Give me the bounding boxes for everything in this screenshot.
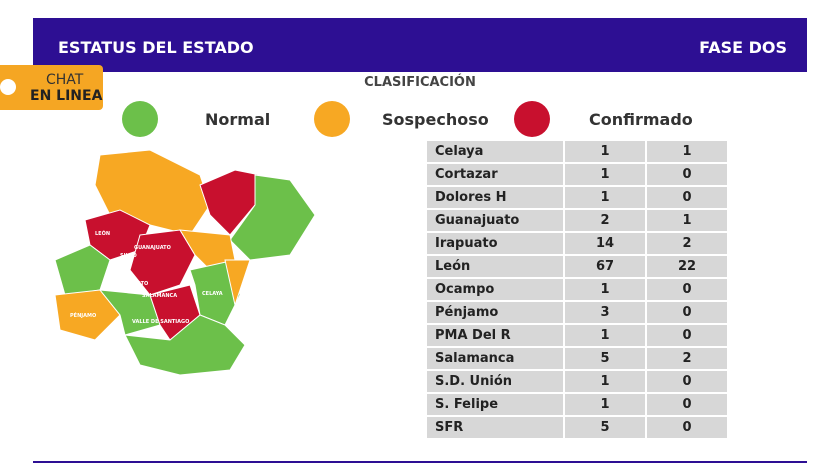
table-row: Irapuato 14 2 — [425, 232, 729, 256]
map-label: SALAMANCA — [142, 293, 177, 299]
footer-line — [33, 461, 807, 463]
map-region — [229, 174, 316, 261]
chat-label: EN LINEA — [30, 88, 103, 104]
table-row: Ocampo 1 0 — [425, 278, 729, 302]
legend-title: CLASIFICACIÓN — [364, 75, 476, 90]
municipality: PMA Del R — [425, 324, 565, 348]
table-row: SFR 5 0 — [425, 416, 729, 440]
map-label: PÉNJAMO — [70, 311, 96, 319]
municipality: León — [425, 255, 565, 279]
cases-table: Celaya 1 1 Cortazar 1 0 Dolores H 1 0 Guanajuato 2… — [425, 141, 729, 440]
table-row: Pénjamo 3 0 — [425, 301, 729, 325]
map-region — [124, 314, 246, 376]
municipality: Dolores H — [425, 186, 565, 210]
map-label: VALLE DE SANTIAGO — [132, 319, 189, 325]
header: ESTATUS DEL ESTADO FASE DOS — [33, 18, 807, 72]
case-count: 0 — [645, 278, 729, 302]
case-count: 1 — [563, 370, 647, 394]
case-count: 1 — [645, 209, 729, 233]
header-title: ESTATUS DEL ESTADO — [58, 38, 254, 57]
case-count: 2 — [563, 209, 647, 233]
chat-label: CHAT — [46, 72, 84, 88]
case-count: 0 — [645, 301, 729, 325]
case-count: 3 — [563, 301, 647, 325]
municipality: Cortazar — [425, 163, 565, 187]
table-row: Celaya 1 1 — [425, 141, 729, 164]
map-label: IRAPUATO — [120, 281, 148, 287]
municipality: S.D. Unión — [425, 370, 565, 394]
case-count: 0 — [645, 393, 729, 417]
case-count: 1 — [563, 141, 647, 164]
map-label: SILAO — [120, 253, 137, 259]
legend-label: Sospechoso — [382, 110, 489, 129]
case-count: 14 — [563, 232, 647, 256]
case-count: 1 — [563, 186, 647, 210]
map-label: GUANAJUATO — [134, 245, 171, 251]
legend-swatch — [514, 101, 550, 137]
legend-label: Confirmado — [589, 110, 693, 129]
chat-button[interactable]: CHAT EN LINEA — [0, 65, 103, 110]
table-row: S. Felipe 1 0 — [425, 393, 729, 417]
map-label: LEÓN — [95, 230, 110, 237]
case-count: 1 — [563, 163, 647, 187]
header-phase: FASE DOS — [699, 38, 787, 57]
legend-swatch — [314, 101, 350, 137]
case-count: 0 — [645, 324, 729, 348]
municipality: SFR — [425, 416, 565, 440]
map: LEÓN SILAO GUANAJUATO IRAPUATO SALAMANCA… — [54, 149, 316, 376]
municipality: Pénjamo — [425, 301, 565, 325]
case-count: 0 — [645, 416, 729, 440]
legend-label: Normal — [205, 110, 271, 129]
case-count: 0 — [645, 370, 729, 394]
municipality: S. Felipe — [425, 393, 565, 417]
case-count: 22 — [645, 255, 729, 279]
table-row: Salamanca 5 2 — [425, 347, 729, 371]
map-region — [54, 289, 121, 341]
case-count: 2 — [645, 347, 729, 371]
table-row: León 67 22 — [425, 255, 729, 279]
case-count: 1 — [563, 278, 647, 302]
case-count: 1 — [563, 324, 647, 348]
case-count: 5 — [563, 347, 647, 371]
map-region — [98, 289, 161, 336]
table-row: S.D. Unión 1 0 — [425, 370, 729, 394]
map-label: CELAYA — [202, 291, 223, 297]
case-count: 1 — [645, 141, 729, 164]
case-count: 0 — [645, 163, 729, 187]
municipality: Guanajuato — [425, 209, 565, 233]
chat-icon — [0, 79, 16, 95]
table-row: Guanajuato 2 1 — [425, 209, 729, 233]
table-row: Cortazar 1 0 — [425, 163, 729, 187]
map-region — [224, 259, 251, 307]
municipality: Irapuato — [425, 232, 565, 256]
municipality: Celaya — [425, 141, 565, 164]
map-region — [54, 244, 111, 296]
case-count: 2 — [645, 232, 729, 256]
municipality: Salamanca — [425, 347, 565, 371]
municipality: Ocampo — [425, 278, 565, 302]
legend-swatch — [122, 101, 158, 137]
case-count: 5 — [563, 416, 647, 440]
case-count: 0 — [645, 186, 729, 210]
case-count: 67 — [563, 255, 647, 279]
case-count: 1 — [563, 393, 647, 417]
